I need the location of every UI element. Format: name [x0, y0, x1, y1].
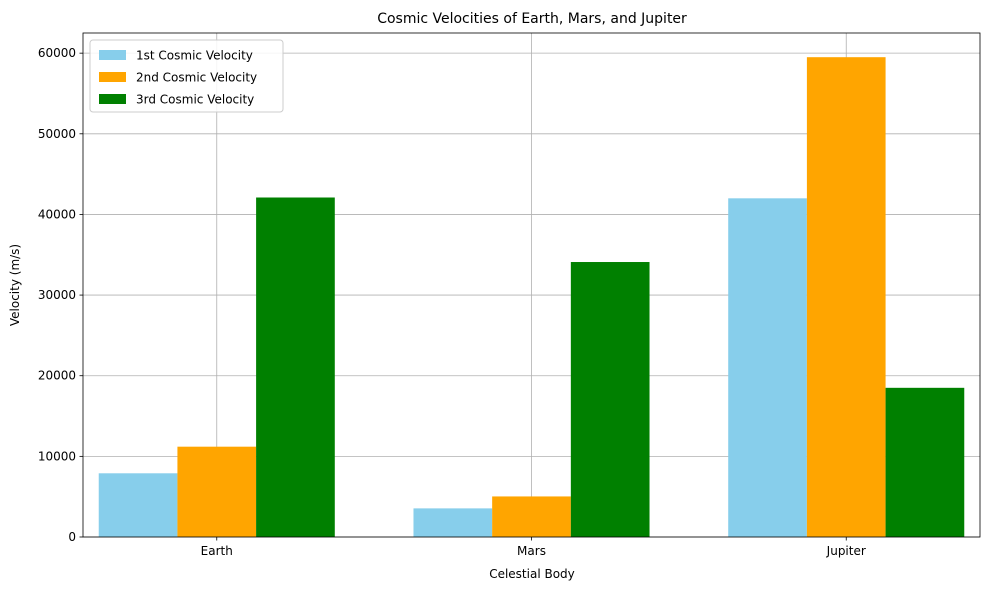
y-tick-label: 30000 [38, 288, 76, 302]
y-axis-ticks: 0 10000 20000 30000 40000 50000 60000 [38, 46, 83, 544]
x-tick-label-mars: Mars [517, 544, 546, 558]
y-tick-label: 0 [68, 530, 76, 544]
y-tick-label: 50000 [38, 127, 76, 141]
bar-earth-series-3 [256, 197, 335, 537]
y-tick-label: 20000 [38, 369, 76, 383]
bar-mars-series-3 [570, 262, 650, 537]
x-tick-label-earth: Earth [201, 544, 233, 558]
legend-label-series-2: 2nd Cosmic Velocity [136, 71, 257, 85]
legend-label-series-3: 3rd Cosmic Velocity [136, 93, 254, 107]
x-axis-ticks: Earth Mars Jupiter [201, 537, 866, 558]
legend-label-series-1: 1st Cosmic Velocity [136, 49, 253, 63]
chart-title: Cosmic Velocities of Earth, Mars, and Ju… [377, 11, 687, 27]
y-axis-label: Velocity (m/s) [8, 244, 22, 326]
y-tick-label: 40000 [38, 207, 76, 221]
bar-mars-series-2 [492, 496, 571, 537]
x-axis-label: Celestial Body [489, 567, 575, 581]
legend-box [89, 39, 284, 113]
y-tick-label: 60000 [38, 46, 76, 60]
legend-swatch-series-2 [99, 72, 126, 82]
legend-swatch-series-3 [99, 94, 126, 104]
x-tick-label-jupiter: Jupiter [826, 544, 866, 558]
legend-swatch-series-1 [99, 50, 126, 60]
legend: 1st Cosmic Velocity 2nd Cosmic Velocity 3r… [89, 39, 284, 113]
bar-earth-series-2 [177, 446, 257, 537]
bar-earth-series-1 [98, 473, 178, 537]
bar-mars-series-1 [413, 508, 493, 537]
bar-jupiter-series-3 [885, 387, 965, 537]
y-tick-label: 10000 [38, 449, 76, 463]
bar-jupiter-series-1 [728, 198, 807, 537]
bar-jupiter-series-2 [806, 57, 886, 537]
bars [98, 57, 965, 537]
